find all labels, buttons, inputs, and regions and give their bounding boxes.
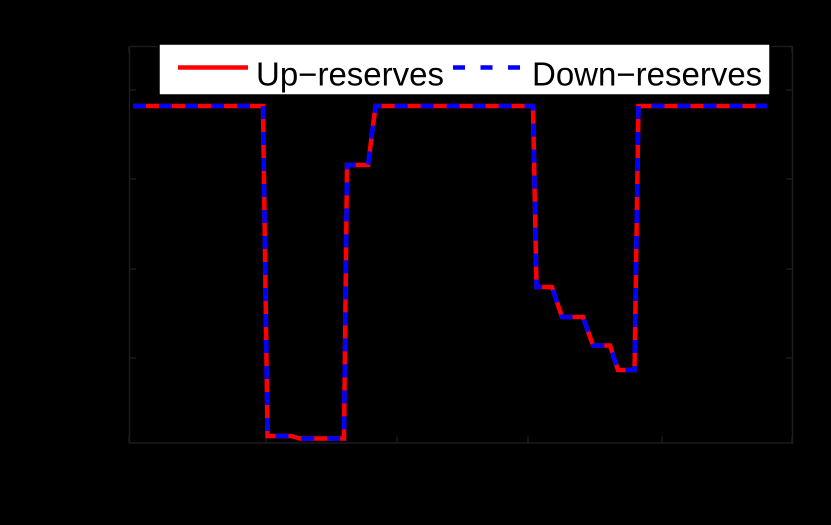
legend-up-reserves-label: Up−reserves — [256, 56, 444, 93]
data-series — [133, 103, 767, 441]
legend: Up−reserves Down−reserves — [157, 42, 772, 97]
legend-down-reserves-label: Down−reserves — [532, 56, 762, 93]
up-reserves-line — [133, 103, 767, 441]
down-reserves-line — [133, 103, 767, 441]
